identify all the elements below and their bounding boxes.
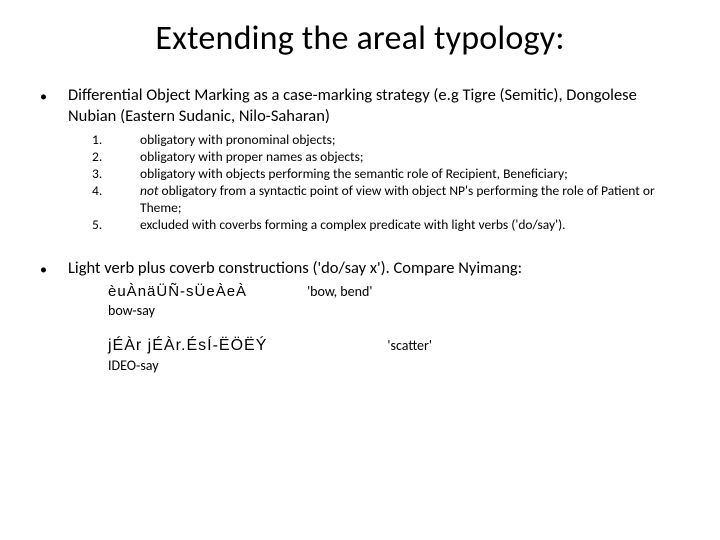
num-index: 5. bbox=[92, 217, 140, 234]
example-2-line: jÉÀr jÉÀr.ÉsÍ-ËÖËÝ 'scatter' bbox=[108, 335, 680, 357]
bullet-2: • Light verb plus coverb constructions (… bbox=[40, 258, 680, 376]
example-1-gloss: 'bow, bend' bbox=[307, 283, 372, 302]
example-2: jÉÀr jÉÀr.ÉsÍ-ËÖËÝ 'scatter' IDEO-say bbox=[108, 335, 680, 375]
num-text: obligatory with pronominal objects; bbox=[140, 132, 680, 149]
example-1-native: èuÀnäÜÑ-sÜeÀeÀ bbox=[108, 282, 247, 302]
num-index: 4. bbox=[92, 183, 140, 217]
slide-container: Extending the areal typology: • Differen… bbox=[0, 0, 720, 540]
example-1-under: bow-say bbox=[108, 302, 680, 321]
bullet-1: • Differential Object Marking as a case-… bbox=[40, 85, 680, 250]
bullet-1-text: Differential Object Marking as a case-ma… bbox=[68, 85, 680, 126]
numbered-list: 1. obligatory with pronominal objects; 2… bbox=[68, 132, 680, 233]
example-1: èuÀnäÜÑ-sÜeÀeÀ 'bow, bend' bow-say bbox=[108, 282, 680, 321]
slide-title: Extending the areal typology: bbox=[40, 18, 680, 59]
bullet-1-body: Differential Object Marking as a case-ma… bbox=[68, 85, 680, 250]
bullet-2-body: Light verb plus coverb constructions ('d… bbox=[68, 258, 680, 376]
num-item-5: 5. excluded with coverbs forming a compl… bbox=[92, 217, 680, 234]
num-text: obligatory with proper names as objects; bbox=[140, 149, 680, 166]
example-2-under: IDEO-say bbox=[108, 357, 680, 376]
num-index: 1. bbox=[92, 132, 140, 149]
num-text-rest: obligatory from a syntactic point of vie… bbox=[140, 182, 655, 216]
num-item-4: 4. not obligatory from a syntactic point… bbox=[92, 183, 680, 217]
num-index: 2. bbox=[92, 149, 140, 166]
num-text: obligatory with objects performing the s… bbox=[140, 166, 680, 183]
num-index: 3. bbox=[92, 166, 140, 183]
num-item-1: 1. obligatory with pronominal objects; bbox=[92, 132, 680, 149]
bullet-2-text: Light verb plus coverb constructions ('d… bbox=[68, 258, 680, 279]
num-text: not obligatory from a syntactic point of… bbox=[140, 183, 680, 217]
bullet-marker: • bbox=[40, 85, 68, 107]
example-1-line: èuÀnäÜÑ-sÜeÀeÀ 'bow, bend' bbox=[108, 282, 680, 302]
num-text: excluded with coverbs forming a complex … bbox=[140, 217, 680, 234]
num-item-2: 2. obligatory with proper names as objec… bbox=[92, 149, 680, 166]
example-2-gloss: 'scatter' bbox=[387, 337, 432, 356]
bullet-marker: • bbox=[40, 258, 68, 280]
italic-not: not bbox=[140, 182, 158, 199]
example-2-native: jÉÀr jÉÀr.ÉsÍ-ËÖËÝ bbox=[108, 335, 267, 357]
num-item-3: 3. obligatory with objects performing th… bbox=[92, 166, 680, 183]
